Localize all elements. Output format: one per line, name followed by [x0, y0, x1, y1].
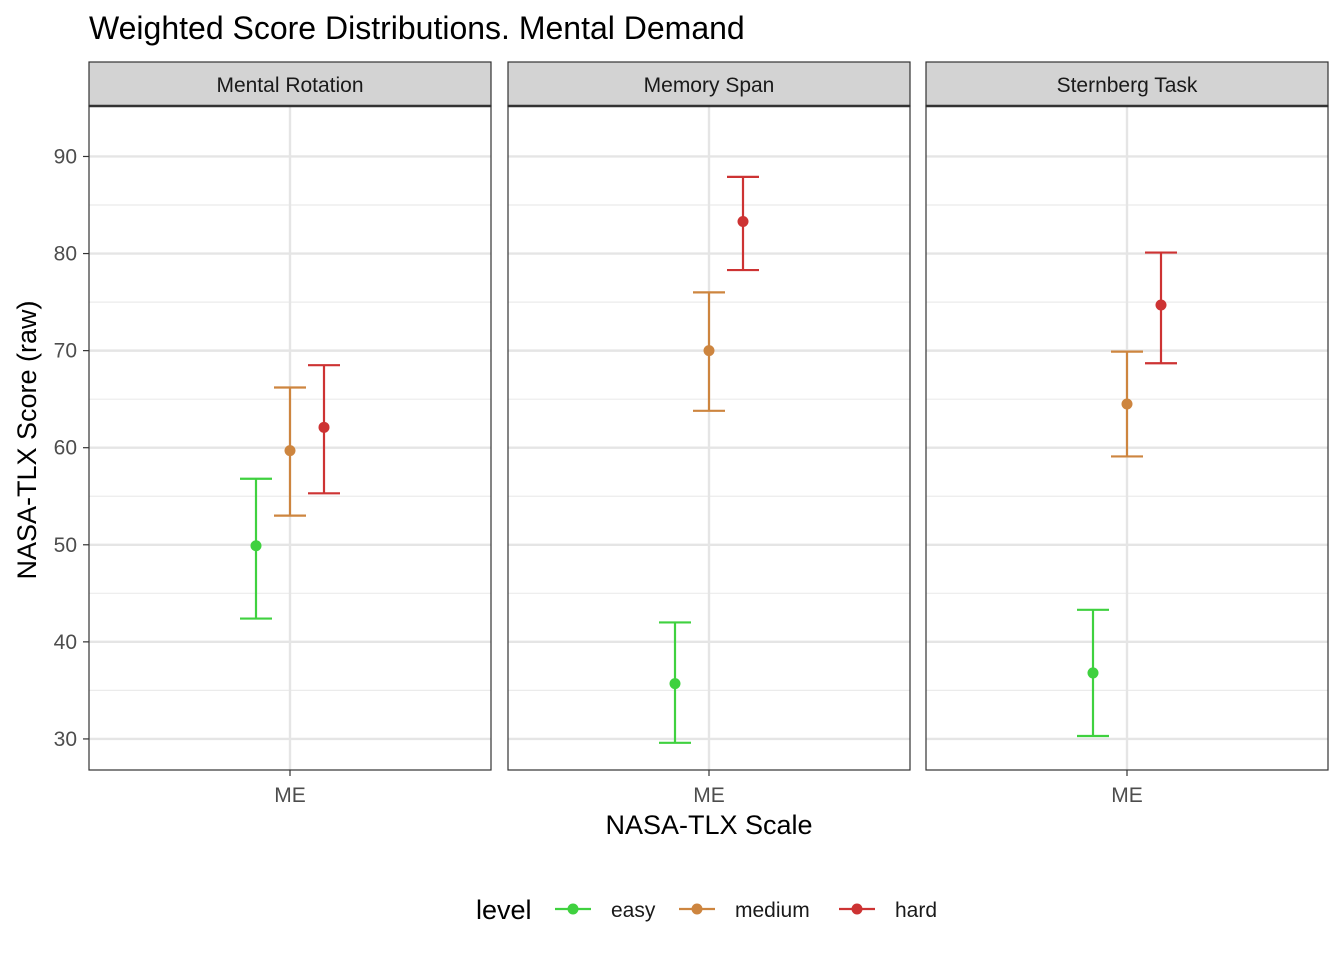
errorbar-medium — [274, 386, 306, 517]
chart-title: Weighted Score Distributions. Mental Dem… — [89, 10, 745, 46]
x-tick-label: ME — [693, 784, 725, 807]
x-axis-label: NASA-TLX Scale — [605, 810, 812, 840]
errorbar-hard — [1145, 251, 1177, 365]
facet-strip — [88, 61, 492, 107]
mean-point-easy — [1087, 667, 1099, 679]
y-tick-label: 70 — [54, 340, 77, 363]
y-tick-label: 50 — [54, 534, 77, 557]
errorbar-easy — [240, 477, 272, 620]
errorbar-hard — [308, 364, 340, 495]
mean-point-medium — [284, 445, 296, 457]
facet-strip-label: Sternberg Task — [1057, 74, 1198, 97]
legend-key-point — [691, 903, 703, 915]
y-tick-label: 90 — [54, 145, 77, 168]
mean-point-hard — [318, 421, 330, 433]
facet-panel-1: Memory Span ME — [507, 61, 911, 807]
legend-key-point — [567, 903, 579, 915]
y-tick-label: 80 — [54, 243, 77, 266]
legend-item-hard: hard — [839, 899, 937, 922]
x-tick-label: ME — [274, 784, 306, 807]
errorbar-easy — [659, 621, 691, 744]
mean-point-hard — [1155, 299, 1167, 311]
legend-title: level — [476, 895, 532, 925]
facet-panel-0: Mental Rotation ME — [88, 61, 492, 807]
y-tick-label: 30 — [54, 728, 77, 751]
x-tick-label: ME — [1111, 784, 1143, 807]
legend-label: easy — [611, 899, 656, 922]
y-axis: 30 40 50 60 70 80 90 — [54, 145, 89, 751]
legend-item-easy: easy — [555, 899, 656, 922]
legend: level easy medium hard — [476, 895, 937, 925]
legend-label: medium — [735, 899, 810, 922]
legend-key-point — [851, 903, 863, 915]
mean-point-easy — [669, 678, 681, 690]
legend-label: hard — [895, 899, 937, 922]
facet-panel-2: Sternberg Task ME — [925, 61, 1329, 807]
errorbar-easy — [1077, 608, 1109, 738]
y-axis-label: NASA-TLX Score (raw) — [12, 300, 42, 579]
facet-strip — [507, 61, 911, 107]
facet-strip-label: Mental Rotation — [216, 74, 363, 97]
mean-point-medium — [1121, 398, 1133, 410]
errorbar-medium — [1111, 350, 1143, 458]
y-tick-label: 60 — [54, 437, 77, 460]
errorbar-medium — [693, 291, 725, 412]
legend-item-medium: medium — [679, 899, 810, 922]
mean-point-medium — [703, 345, 715, 357]
mean-point-hard — [737, 216, 749, 228]
errorbar-hard — [727, 175, 759, 272]
mean-point-easy — [250, 540, 262, 552]
facet-strip — [925, 61, 1329, 107]
facet-strip-label: Memory Span — [644, 74, 775, 97]
y-tick-label: 40 — [54, 631, 77, 654]
